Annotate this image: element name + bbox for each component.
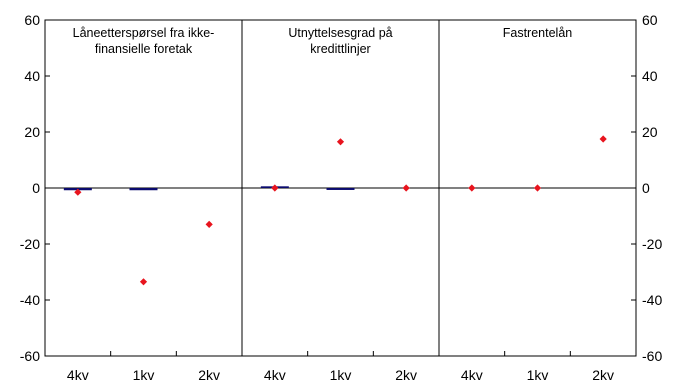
panel-title-line: Fastrentelån	[503, 26, 573, 40]
y-tick-label-left: 0	[32, 180, 40, 196]
y-tick-label-left: 60	[24, 12, 40, 28]
y-tick-label-right: 40	[642, 68, 658, 84]
y-tick-label-left: 20	[24, 124, 40, 140]
x-tick-label: 2kv	[198, 367, 220, 383]
y-tick-label-right: -20	[642, 236, 662, 252]
y-tick-label-right: 20	[642, 124, 658, 140]
y-tick-label-right: 0	[642, 180, 650, 196]
data-point	[205, 220, 213, 228]
x-tick-label: 4kv	[264, 367, 286, 383]
x-tick-label: 2kv	[395, 367, 417, 383]
x-tick-label: 4kv	[461, 367, 483, 383]
x-tick-label: 1kv	[133, 367, 155, 383]
x-tick-label: 2kv	[592, 367, 614, 383]
data-point	[402, 184, 410, 192]
y-tick-label-right: 60	[642, 12, 658, 28]
data-point	[139, 278, 148, 286]
y-tick-label-left: 40	[24, 68, 40, 84]
panel-title-line: Utnyttelsesgrad på	[288, 26, 392, 40]
bar	[129, 188, 158, 191]
x-tick-label: 1kv	[527, 367, 549, 383]
data-point	[336, 138, 345, 146]
x-tick-label: 4kv	[67, 367, 89, 383]
panel-title-line: finansielle foretak	[95, 42, 193, 56]
y-tick-label-left: -40	[20, 292, 40, 308]
data-point	[271, 184, 279, 192]
data-point	[468, 184, 476, 192]
y-tick-label-right: -40	[642, 292, 662, 308]
panel-title-line: Låneetterspørsel fra ikke-	[73, 26, 215, 40]
data-point	[74, 188, 82, 196]
panel-title-line: kredittlinjer	[310, 42, 370, 56]
bar	[326, 188, 355, 190]
y-tick-label-left: -60	[20, 348, 40, 364]
data-point	[533, 184, 542, 192]
y-tick-label-left: -20	[20, 236, 40, 252]
data-point	[599, 135, 607, 143]
x-tick-label: 1kv	[330, 367, 352, 383]
y-tick-label-right: -60	[642, 348, 662, 364]
